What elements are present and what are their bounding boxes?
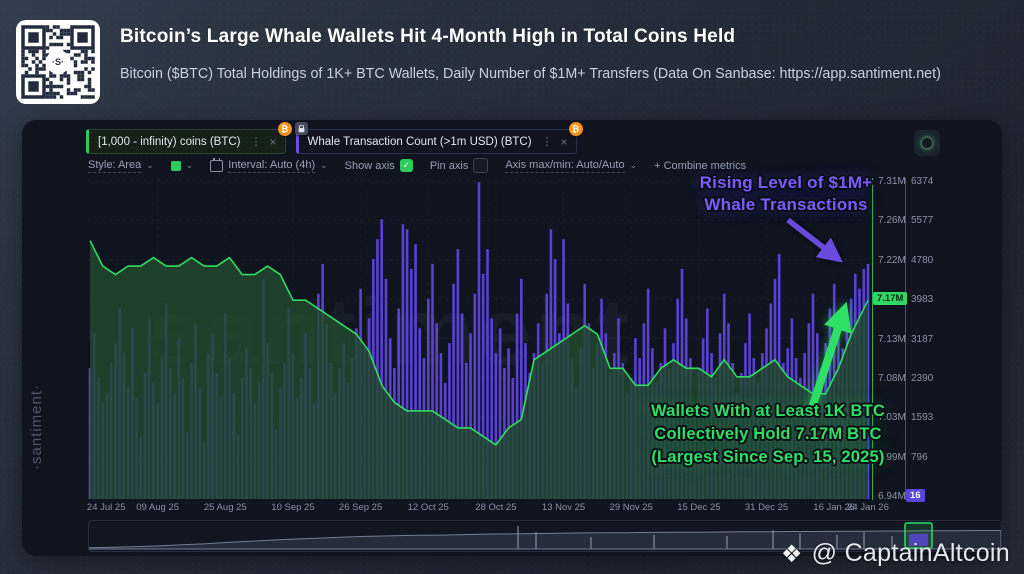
x-axis-tick: 24 Jul 25 bbox=[86, 502, 126, 513]
axis-tick: 796 bbox=[911, 451, 928, 463]
tab-menu-icon[interactable]: ⋮ bbox=[541, 136, 553, 148]
checkbox-unchecked-icon bbox=[473, 158, 489, 173]
axis-tick: 6.99M bbox=[878, 451, 906, 463]
color-swatch-dropdown[interactable]: ⌄ bbox=[170, 160, 194, 171]
axis-tick: 3983 bbox=[911, 294, 934, 306]
axis-tick: 7.31M bbox=[878, 176, 906, 187]
x-axis-tick: 24 Jan 26 bbox=[847, 502, 889, 513]
panel-settings-button[interactable] bbox=[914, 130, 940, 156]
axis-maxmin-dropdown[interactable]: Axis max/min: Auto/Auto ⌄ bbox=[505, 158, 638, 173]
credit-watermark: ❖ @ CaptainAltcoin bbox=[781, 539, 1010, 568]
page-subtitle: Bitcoin ($BTC) Total Holdings of 1K+ BTC… bbox=[120, 66, 941, 82]
green-swatch-icon bbox=[170, 160, 181, 171]
x-axis-tick: 16 Jan 26 bbox=[813, 502, 856, 513]
x-axis-tick: 09 Aug 25 bbox=[136, 502, 180, 513]
chevron-down-icon: ⌄ bbox=[629, 160, 638, 170]
x-axis-tick: 15 Dec 25 bbox=[677, 502, 721, 513]
santiment-logo-icon: ·S· bbox=[46, 50, 70, 74]
axis-tick: 1593 bbox=[911, 412, 934, 424]
timeline-navigator[interactable] bbox=[88, 520, 1002, 552]
chevron-down-icon: ⌄ bbox=[146, 160, 154, 170]
checkbox-checked-icon: ✓ bbox=[399, 159, 413, 172]
combine-metrics-button[interactable]: + Combine metrics bbox=[654, 159, 747, 172]
axis-tick: 2390 bbox=[911, 372, 934, 384]
tab-holdings-metric[interactable]: [1,000 - infinity) coins (BTC) ⋮ × ₿ bbox=[86, 122, 292, 154]
metric-tabs: [1,000 - infinity) coins (BTC) ⋮ × ₿ Wha… bbox=[86, 122, 583, 154]
current-value-badge-purple: 16 bbox=[906, 489, 925, 502]
axis-tick: 7.22M bbox=[878, 254, 906, 266]
lock-icon bbox=[294, 122, 308, 135]
chevron-down-icon: ⌄ bbox=[185, 160, 194, 170]
tab-whale-tx-metric[interactable]: Whale Transaction Count (>1m USD) (BTC) … bbox=[294, 122, 583, 154]
pin-axis-toggle[interactable]: Pin axis bbox=[430, 158, 489, 173]
x-axis-tick: 29 Nov 25 bbox=[609, 502, 653, 513]
chart-panel: ·santiment· [1,000 - infinity) coins (BT… bbox=[22, 120, 1002, 556]
qr-code: ·S· bbox=[16, 20, 100, 104]
tab-close-icon[interactable]: × bbox=[269, 134, 277, 149]
axis-tick: 7.03M bbox=[878, 412, 906, 424]
axis-tick: 7.13M bbox=[878, 333, 906, 345]
tab-label: [1,000 - infinity) coins (BTC) bbox=[98, 135, 241, 148]
x-axis-tick: 13 Nov 25 bbox=[541, 502, 586, 513]
x-axis-tick: 26 Sep 25 bbox=[338, 502, 383, 513]
current-value-badge-green: 7.17M bbox=[873, 292, 908, 305]
axis-tick: 4780 bbox=[911, 254, 934, 266]
annotation-whale-transactions: Rising Level of $1M+ Whale Transactions bbox=[699, 173, 873, 214]
style-dropdown[interactable]: Style: Area ⌄ bbox=[88, 158, 154, 173]
x-axis-tick: 28 Oct 25 bbox=[475, 502, 517, 513]
chart-toolbar: Style: Area ⌄ ⌄ Interval: Auto (4h) ⌄ Show… bbox=[88, 157, 747, 173]
circle-icon bbox=[920, 136, 934, 150]
axis-tick: 3187 bbox=[911, 333, 934, 345]
chevron-down-icon: ⌄ bbox=[320, 160, 328, 170]
purple-axis-line bbox=[905, 178, 906, 500]
axis-tick: 6374 bbox=[911, 176, 934, 187]
show-axis-toggle[interactable]: Show axis ✓ bbox=[345, 159, 413, 172]
santiment-vertical-watermark: ·santiment· bbox=[28, 383, 45, 470]
bitcoin-badge-icon: ₿ bbox=[568, 122, 583, 136]
tab-close-icon[interactable]: × bbox=[560, 134, 568, 149]
credit-text: @ CaptainAltcoin bbox=[811, 539, 1010, 567]
calendar-icon bbox=[210, 157, 224, 172]
axis-tick: 7.26M bbox=[878, 215, 906, 227]
x-axis-tick: 10 Sep 25 bbox=[271, 502, 315, 513]
x-axis-tick: 25 Aug 25 bbox=[203, 502, 247, 513]
tab-label: Whale Transaction Count (>1m USD) (BTC) bbox=[307, 135, 532, 148]
page-title: Bitcoin’s Large Whale Wallets Hit 4-Mont… bbox=[120, 26, 736, 47]
diamond-logo-icon: ❖ bbox=[780, 539, 803, 568]
interval-dropdown[interactable]: Interval: Auto (4h) ⌄ bbox=[210, 157, 328, 173]
bitcoin-badge-icon: ₿ bbox=[277, 122, 292, 136]
annotation-wallet-holdings: Wallets With at Least 1K BTC Collectively… bbox=[650, 402, 886, 466]
green-axis-line bbox=[872, 178, 873, 500]
axis-tick: 5577 bbox=[911, 215, 934, 227]
x-axis-tick: 31 Dec 25 bbox=[744, 502, 789, 513]
axis-tick: 6.94M bbox=[878, 491, 906, 502]
axis-tick: 7.08M bbox=[878, 372, 906, 384]
tab-menu-icon[interactable]: ⋮ bbox=[250, 136, 262, 148]
qr-pattern bbox=[21, 25, 95, 99]
x-axis-tick: 12 Oct 25 bbox=[407, 502, 449, 513]
